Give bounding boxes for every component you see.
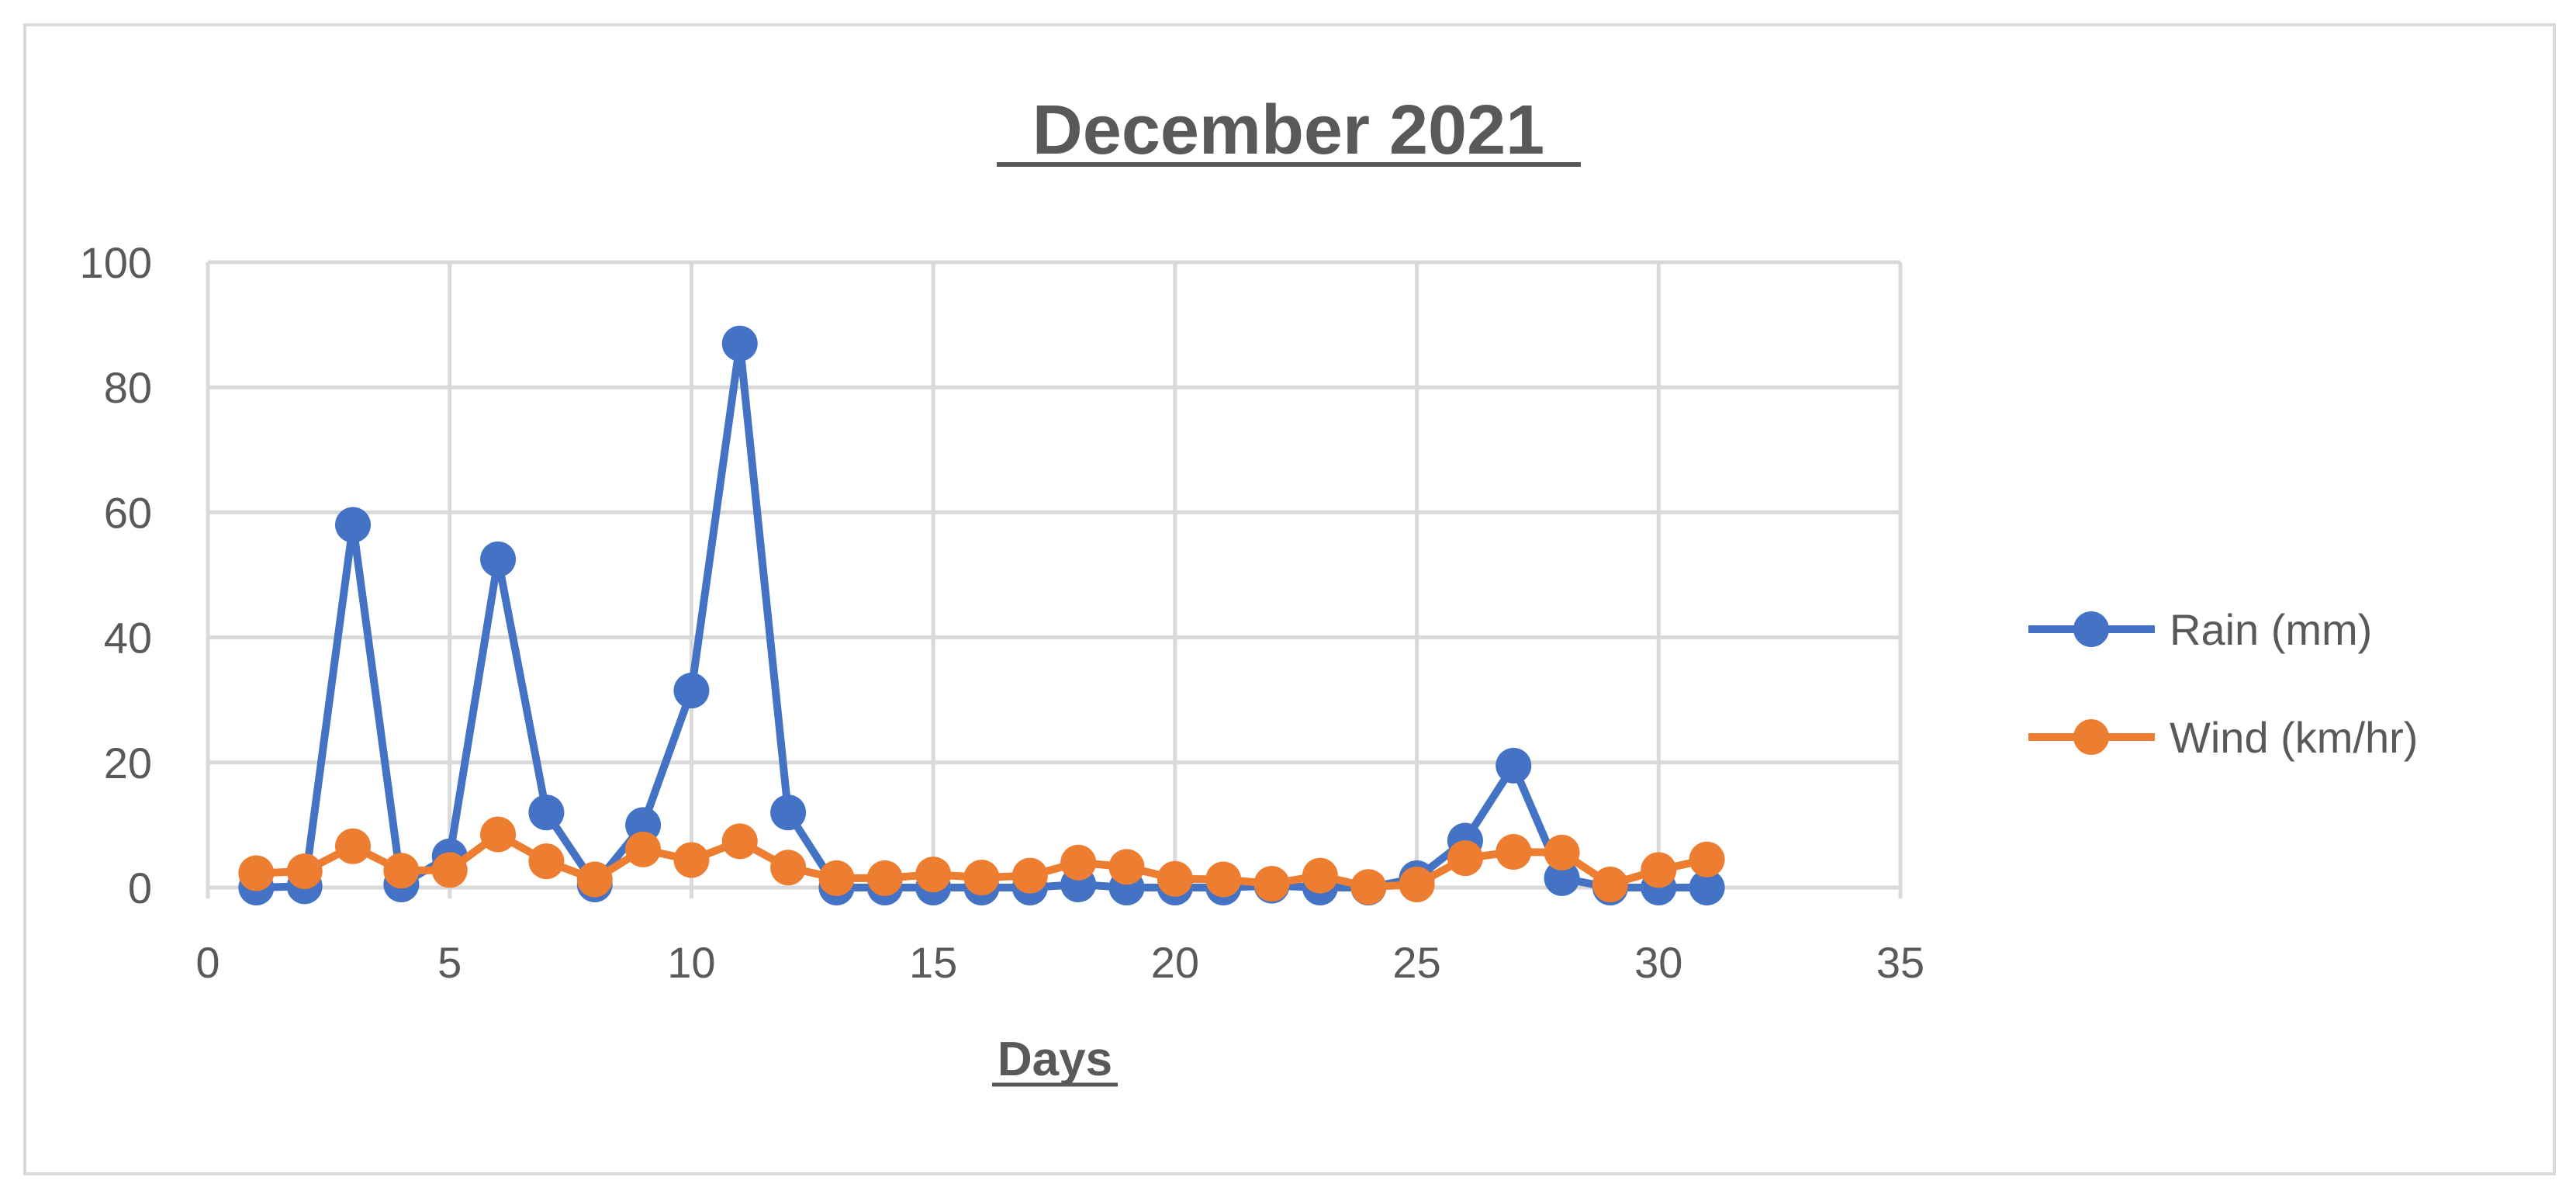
data-point-wind bbox=[673, 842, 710, 878]
data-point-wind bbox=[1350, 869, 1387, 905]
x-tick-label: 15 bbox=[909, 938, 957, 987]
legend-item-rain: Rain (mm) bbox=[2028, 605, 2372, 654]
data-point-rain bbox=[1495, 747, 1532, 784]
x-axis-title: Days bbox=[998, 1033, 1112, 1086]
data-point-wind bbox=[818, 860, 855, 896]
data-point-wind bbox=[480, 816, 517, 853]
data-point-wind bbox=[1495, 834, 1532, 870]
y-tick-label: 100 bbox=[80, 238, 152, 287]
data-point-wind bbox=[625, 831, 662, 867]
data-point-wind bbox=[528, 843, 565, 880]
x-tick-label: 25 bbox=[1392, 938, 1440, 987]
data-point-wind bbox=[1157, 860, 1193, 897]
y-tick-label: 40 bbox=[104, 614, 152, 663]
data-point-rain bbox=[1544, 860, 1580, 896]
series-rain-line bbox=[256, 339, 1707, 891]
data-point-wind bbox=[1060, 844, 1097, 881]
legend-rain-label: Rain (mm) bbox=[2170, 605, 2372, 654]
y-tick-label: 0 bbox=[128, 864, 152, 912]
data-point-wind bbox=[1253, 866, 1290, 902]
y-tick-label: 20 bbox=[104, 739, 152, 787]
data-point-wind bbox=[915, 857, 952, 893]
data-point-wind bbox=[1011, 857, 1048, 894]
data-point-rain bbox=[480, 541, 517, 577]
data-point-wind bbox=[286, 853, 323, 890]
data-point-wind bbox=[1447, 840, 1483, 877]
data-point-wind bbox=[721, 823, 758, 860]
data-point-wind bbox=[1592, 866, 1628, 902]
series-wind bbox=[238, 816, 1725, 905]
data-point-rain bbox=[335, 507, 372, 543]
chart-frame bbox=[23, 23, 2556, 1175]
data-point-wind bbox=[238, 855, 275, 891]
legend-wind-marker bbox=[2073, 719, 2109, 755]
legend-rain-marker bbox=[2073, 611, 2109, 647]
x-tick-label: 20 bbox=[1151, 938, 1199, 987]
series-layer bbox=[238, 325, 1725, 905]
data-point-wind bbox=[431, 852, 468, 888]
legend-wind-label: Wind (km/hr) bbox=[2170, 713, 2418, 762]
x-tick-label: 0 bbox=[195, 938, 220, 987]
axis-ticks: 0 20 40 60 80 100 0 5 10 15 20 25 30 35 bbox=[80, 238, 1925, 987]
data-point-rain bbox=[770, 794, 807, 831]
data-point-wind bbox=[335, 828, 372, 864]
legend-item-wind: Wind (km/hr) bbox=[2028, 713, 2418, 762]
data-point-wind bbox=[866, 860, 903, 896]
data-point-rain bbox=[1689, 870, 1725, 905]
data-point-rain bbox=[625, 807, 662, 843]
data-point-rain bbox=[721, 325, 758, 362]
data-point-rain bbox=[528, 794, 565, 831]
data-point-rain bbox=[673, 673, 710, 709]
data-point-wind bbox=[1205, 861, 1242, 898]
x-tick-label: 30 bbox=[1634, 938, 1682, 987]
data-point-wind bbox=[1399, 866, 1435, 902]
x-tick-label: 35 bbox=[1876, 938, 1924, 987]
series-rain bbox=[238, 325, 1725, 905]
data-point-wind bbox=[1689, 841, 1725, 877]
legend: Rain (mm) Wind (km/hr) bbox=[2028, 605, 2418, 762]
x-tick-label: 10 bbox=[667, 938, 715, 987]
data-point-wind bbox=[383, 853, 420, 889]
data-point-wind bbox=[963, 860, 1000, 896]
data-point-wind bbox=[1302, 857, 1338, 894]
chart-title: December 2021 bbox=[1032, 92, 1544, 169]
data-point-wind bbox=[770, 850, 807, 886]
y-tick-label: 80 bbox=[104, 363, 152, 412]
y-tick-label: 60 bbox=[104, 488, 152, 537]
data-point-wind bbox=[1544, 834, 1580, 870]
x-tick-label: 5 bbox=[437, 938, 462, 987]
data-point-wind bbox=[1641, 852, 1677, 888]
data-point-wind bbox=[1108, 849, 1145, 885]
data-point-wind bbox=[576, 861, 613, 898]
